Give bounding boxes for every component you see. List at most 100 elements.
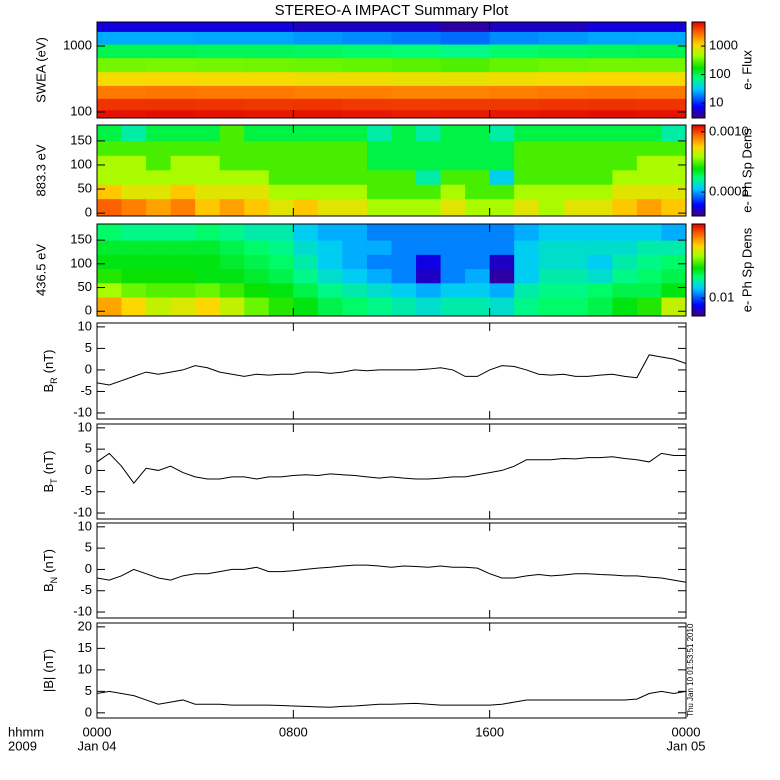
- heatmap-cell: [121, 169, 147, 185]
- heatmap-cell: [293, 240, 319, 255]
- heatmap-cell: [440, 22, 491, 32]
- heatmap-cell: [195, 268, 221, 284]
- heatmap-cell: [391, 184, 417, 200]
- panel-frame: [96, 522, 687, 619]
- x-axis-left-label: hhmm: [8, 724, 44, 739]
- heatmap-cell: [538, 98, 589, 111]
- heatmap-cell: [268, 268, 294, 284]
- heatmap-cell: [146, 155, 172, 171]
- heatmap-cell: [538, 85, 589, 99]
- heatmap-cell: [268, 155, 294, 171]
- x-tick-label: 0800: [279, 724, 308, 739]
- heatmap-cell: [195, 71, 245, 86]
- heatmap-cell: [465, 125, 491, 142]
- heatmap-cell: [244, 169, 270, 185]
- heatmap-cell: [293, 125, 319, 142]
- heatmap-cell: [538, 282, 564, 298]
- heatmap-cell: [465, 240, 491, 255]
- heatmap-cell: [244, 155, 270, 171]
- heatmap-cell: [195, 31, 245, 45]
- heatmap-cell: [146, 198, 172, 216]
- heatmap-cell: [317, 224, 343, 241]
- timestamp-note: Thu Jan 10 01:53:51 2010: [686, 623, 695, 717]
- heatmap-cell: [146, 109, 196, 118]
- panel-frame: [96, 21, 687, 119]
- heatmap-cell: [440, 297, 466, 316]
- x-tick-label: 0000: [83, 724, 112, 739]
- heatmap-cell: [563, 169, 589, 185]
- heatmap-cell: [636, 71, 686, 86]
- heatmap-cell: [195, 224, 221, 241]
- heatmap-cell: [489, 268, 515, 284]
- y-tick-label: 5: [85, 683, 92, 698]
- heatmap-cell: [268, 198, 294, 216]
- heatmap-cell: [317, 254, 343, 270]
- heatmap-cell: [391, 140, 417, 156]
- heatmap-cell: [268, 297, 294, 316]
- y-axis-label: 883.3 eV: [33, 144, 48, 196]
- y-tick-label: 50: [78, 279, 92, 294]
- y-tick-label: 0: [85, 561, 92, 576]
- heatmap-cell: [97, 169, 123, 185]
- y-label-main: B: [41, 583, 56, 592]
- heatmap-cell: [366, 268, 392, 284]
- heatmap-cell: [465, 155, 491, 171]
- heatmap-cell: [391, 71, 442, 86]
- y-tick-label: 100: [70, 255, 92, 270]
- heatmap-cell: [440, 44, 491, 59]
- heatmap-cell: [391, 224, 417, 241]
- heatmap-cell: [170, 282, 196, 298]
- y-tick-label: 10: [78, 661, 92, 676]
- heatmap-cell: [146, 169, 172, 185]
- heatmap-cell: [244, 125, 270, 142]
- heatmap-cell: [97, 240, 123, 255]
- heatmap-cell: [121, 184, 147, 200]
- heatmap-cell: [391, 268, 417, 284]
- heatmap-cell: [391, 254, 417, 270]
- y-tick-label: 10: [78, 419, 92, 434]
- heatmap-cell: [489, 169, 515, 185]
- y-axis-label: 436.5 eV: [33, 244, 48, 296]
- heatmap-cell: [391, 198, 417, 216]
- heatmap-cell: [661, 282, 686, 298]
- x-tick-label: 0000: [672, 724, 701, 739]
- heatmap-cell: [538, 140, 564, 156]
- heatmap-cell: [219, 224, 245, 241]
- heatmap-cell: [661, 254, 686, 270]
- heatmap-cell: [219, 240, 245, 255]
- heatmap-cell: [514, 282, 540, 298]
- heatmap-cell: [195, 240, 221, 255]
- x-axis-left-label: 2009: [8, 738, 37, 753]
- heatmap-cell: [195, 198, 221, 216]
- heatmap-cell: [612, 254, 638, 270]
- heatmap-cell: [317, 125, 343, 142]
- heatmap-cell: [612, 268, 638, 284]
- heatmap-cell: [636, 22, 686, 32]
- heatmap-cell: [268, 125, 294, 142]
- heatmap-cell: [244, 44, 294, 59]
- heatmap-cell: [440, 31, 491, 45]
- heatmap-cell: [342, 254, 368, 270]
- heatmap-cell: [366, 198, 392, 216]
- heatmap-cell: [489, 71, 540, 86]
- heatmap-cell: [636, 169, 662, 185]
- heatmap-cell: [416, 140, 442, 156]
- heatmap-cell: [366, 297, 392, 316]
- y-tick-label: 5: [85, 540, 92, 555]
- heatmap-cell: [146, 184, 172, 200]
- heatmap-cell: [146, 297, 172, 316]
- heatmap-cell: [342, 44, 392, 59]
- heatmap-cell: [661, 155, 686, 171]
- heatmap-cell: [440, 254, 466, 270]
- heatmap-cell: [342, 169, 368, 185]
- heatmap-cell: [489, 282, 515, 298]
- heatmap-cell: [391, 169, 417, 185]
- heatmap-cell: [636, 125, 662, 142]
- heatmap-cell: [97, 155, 123, 171]
- heatmap-cell: [97, 254, 123, 270]
- heatmap-cell: [587, 198, 613, 216]
- heatmap-cell: [342, 140, 368, 156]
- heatmap-cell: [636, 184, 662, 200]
- y-label-unit: (nT): [41, 450, 56, 474]
- heatmap-cell: [612, 184, 638, 200]
